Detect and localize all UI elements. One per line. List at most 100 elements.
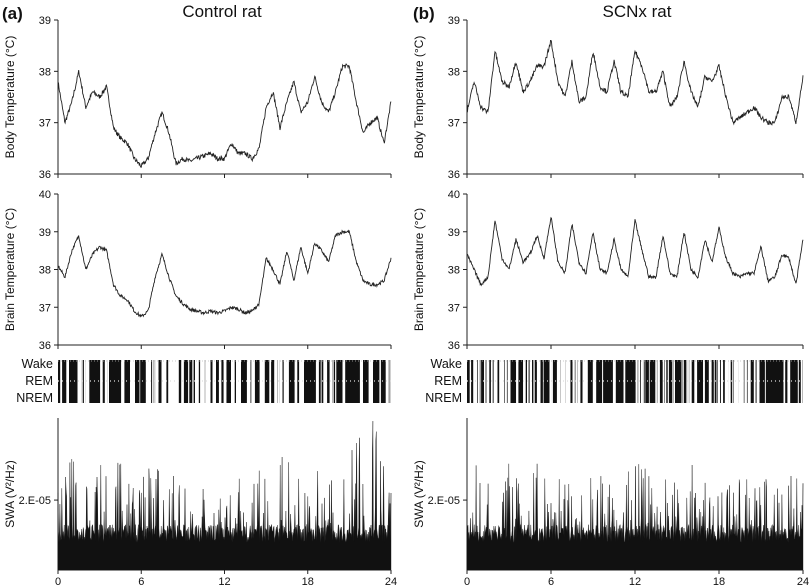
- wake-gap: [507, 360, 510, 403]
- wake-gap: [673, 360, 675, 403]
- wake-gap: [332, 360, 334, 403]
- wake-gap: [708, 360, 712, 403]
- wake-gap: [484, 360, 486, 403]
- plot-area: Body Temperature (°C) 36 37 38 39 Brain Tempe…: [3, 15, 809, 587]
- wake-gap: [733, 360, 735, 403]
- wake-gap: [721, 360, 724, 403]
- wake-gap: [263, 360, 265, 403]
- wake-gap: [100, 360, 103, 403]
- wake-gap: [200, 360, 203, 403]
- wake-gap: [206, 360, 209, 403]
- wake-gap: [783, 360, 786, 403]
- y-axis-label: SWA (V²/Hz): [3, 460, 17, 528]
- wake-gap: [66, 360, 69, 403]
- wake-gap: [207, 360, 211, 403]
- wake-gap: [85, 360, 87, 403]
- temperature-series-line: [466, 39, 804, 126]
- y-tick-label: 36: [448, 340, 460, 352]
- chart-a-brain-temp: Brain Temperature (°C) 36 37 38 39 40: [3, 189, 392, 352]
- hypnogram-b: Wake REM NREM: [425, 357, 803, 405]
- wake-gap: [147, 360, 151, 403]
- wake-gap: [725, 360, 728, 403]
- wake-gap: [728, 360, 730, 403]
- wake-gap: [477, 360, 480, 403]
- chart-b-brain-temp: Brain Temperature (°C) 36 37 38 39 40: [412, 189, 804, 352]
- x-tick-label: 6: [548, 576, 554, 587]
- wake-gap: [549, 360, 552, 403]
- wake-gap: [192, 360, 194, 403]
- wake-gap: [640, 360, 643, 403]
- y-tick-label: 40: [448, 189, 460, 201]
- wake-gap: [744, 360, 747, 403]
- wake-gap: [577, 360, 580, 403]
- wake-gap: [83, 360, 86, 403]
- wake-gap: [565, 360, 568, 403]
- wake-gap: [218, 360, 222, 403]
- wake-gap: [279, 360, 282, 403]
- y-tick-label: 37: [448, 302, 460, 314]
- wake-gap: [487, 360, 490, 403]
- wake-gap: [386, 360, 388, 403]
- wake-gap: [756, 360, 760, 403]
- swa-series: [466, 463, 804, 571]
- y-tick-label: 36: [39, 340, 51, 352]
- x-tick-label: 0: [55, 576, 61, 587]
- x-tick-label: 18: [713, 576, 725, 587]
- wake-gap: [725, 360, 727, 403]
- y-axis-label: Body Temperature (°C): [412, 36, 426, 159]
- panel-a-title: Control rat: [182, 2, 262, 21]
- x-tick-label: 12: [218, 576, 230, 587]
- y-tick-label: 37: [39, 118, 51, 130]
- wake-gap: [584, 360, 587, 403]
- wake-gap: [475, 360, 477, 403]
- wake-gap: [516, 360, 518, 403]
- wake-gap: [493, 360, 497, 403]
- wake-gap: [722, 360, 723, 403]
- wake-gap: [287, 360, 289, 403]
- wake-gap: [764, 360, 766, 403]
- wake-gap: [686, 360, 688, 403]
- wake-gap: [753, 360, 756, 403]
- y-tick-label: 38: [448, 66, 460, 78]
- wake-gap: [717, 360, 721, 403]
- y-axis-label: Brain Temperature (°C): [412, 208, 426, 331]
- wake-gap: [655, 360, 657, 403]
- wake-gap: [251, 360, 255, 403]
- wake-gap: [681, 360, 683, 403]
- wake-gap: [320, 360, 322, 403]
- wake-gap: [299, 360, 301, 403]
- y-axis-label: SWA (V²/Hz): [412, 460, 426, 528]
- y-tick-label: 36: [448, 169, 460, 181]
- wake-gap: [300, 360, 303, 403]
- wake-gap: [329, 360, 333, 403]
- x-tick-label: 0: [464, 576, 470, 587]
- wake-gap: [509, 360, 511, 403]
- y-tick-label: 38: [39, 66, 51, 78]
- wake-gap: [259, 360, 263, 403]
- wake-gap: [130, 360, 134, 403]
- wake-gap: [86, 360, 90, 403]
- wake-gap: [575, 360, 578, 403]
- y-tick-label: 39: [448, 227, 460, 239]
- wake-gap: [667, 360, 669, 403]
- y-tick-label: 37: [39, 302, 51, 314]
- x-tick-label: 24: [385, 576, 397, 587]
- wake-gap: [748, 360, 751, 403]
- wake-gap: [274, 360, 277, 403]
- wake-gap: [170, 360, 174, 403]
- hypnogram-a: Wake REM NREM: [16, 357, 393, 405]
- wake-gap: [202, 360, 205, 403]
- wake-gap: [495, 360, 498, 403]
- wake-gap: [572, 360, 575, 403]
- wake-gap: [152, 360, 154, 403]
- wake-gap: [390, 360, 393, 403]
- panel-a: (a) Control rat: [2, 2, 262, 23]
- wake-gap: [648, 360, 650, 403]
- wake-gap: [556, 360, 559, 403]
- wake-gap: [168, 360, 171, 403]
- wake-gap: [371, 360, 373, 403]
- wake-gap: [175, 360, 178, 403]
- x-tick-label: 18: [302, 576, 314, 587]
- temperature-series-line: [57, 63, 392, 168]
- wake-gap: [60, 360, 63, 403]
